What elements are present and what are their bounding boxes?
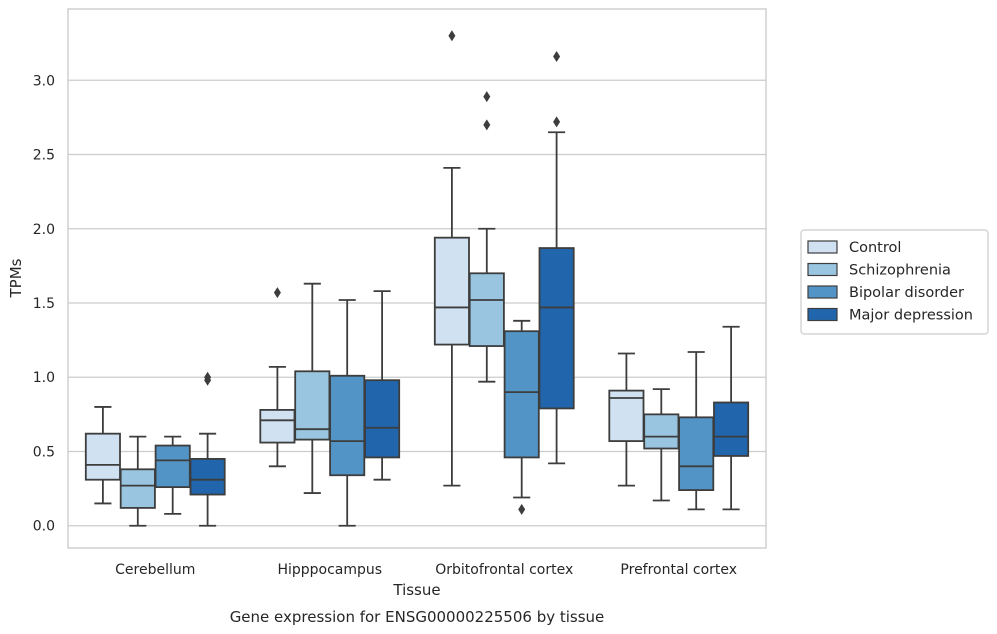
legend-entry-label: Schizophrenia bbox=[849, 263, 951, 279]
box bbox=[119, 468, 156, 509]
box bbox=[468, 272, 505, 347]
box bbox=[189, 458, 226, 496]
outlier-point bbox=[483, 91, 491, 103]
y-tick-label: 2.5 bbox=[33, 148, 55, 164]
x-axis-ticks: Cerebellum Hipppocampus Orbitofrontal cort… bbox=[115, 562, 737, 578]
box bbox=[538, 247, 575, 410]
box bbox=[84, 432, 121, 481]
box-series bbox=[84, 30, 750, 527]
legend-entry-label: Control bbox=[849, 240, 901, 256]
outlier-point bbox=[204, 371, 212, 383]
y-axis-ticks: 0.0 0.5 1.0 1.5 2.0 2.5 3.0 bbox=[33, 73, 55, 534]
y-tick-label: 1.5 bbox=[33, 296, 55, 312]
y-tick-label: 0.5 bbox=[33, 444, 55, 460]
x-tick-label: Prefrontal cortex bbox=[620, 562, 737, 578]
outlier-point bbox=[273, 287, 281, 299]
x-tick-label: Hipppocampus bbox=[277, 562, 382, 578]
box bbox=[643, 413, 680, 450]
legend-swatch bbox=[807, 262, 838, 277]
box bbox=[364, 379, 401, 459]
box bbox=[329, 374, 366, 477]
legend: Control Schizophrenia Bipolar disorder Majo… bbox=[800, 229, 989, 335]
box bbox=[503, 330, 540, 459]
legend-entry-label: Major depression bbox=[849, 308, 973, 324]
legend-swatch bbox=[807, 240, 838, 254]
plot-frame bbox=[67, 8, 767, 549]
legend-entry-label: Bipolar disorder bbox=[849, 285, 964, 301]
y-tick-label: 1.0 bbox=[33, 370, 55, 386]
y-axis-label: TPMs bbox=[7, 258, 25, 298]
box bbox=[608, 389, 645, 442]
x-tick-label: Orbitofrontal cortex bbox=[435, 562, 573, 578]
box bbox=[433, 236, 470, 346]
legend-swatch bbox=[807, 285, 838, 299]
box bbox=[259, 409, 296, 444]
outlier-point bbox=[518, 503, 526, 515]
chart-caption: Gene expression for ENSG00000225506 by t… bbox=[230, 608, 605, 626]
y-tick-label: 3.0 bbox=[33, 73, 55, 89]
box bbox=[678, 416, 715, 491]
y-tick-label: 0.0 bbox=[33, 519, 55, 535]
x-tick-label: Cerebellum bbox=[115, 562, 195, 578]
outlier-point bbox=[553, 116, 561, 128]
legend-frame bbox=[800, 229, 989, 335]
outlier-point bbox=[553, 51, 561, 63]
legend-swatch bbox=[807, 307, 838, 322]
outlier-point bbox=[448, 30, 456, 42]
x-axis-label: Tissue bbox=[392, 581, 440, 599]
y-tick-label: 2.0 bbox=[33, 222, 55, 238]
box bbox=[713, 401, 750, 457]
box bbox=[154, 444, 191, 489]
outlier-point bbox=[483, 119, 491, 131]
